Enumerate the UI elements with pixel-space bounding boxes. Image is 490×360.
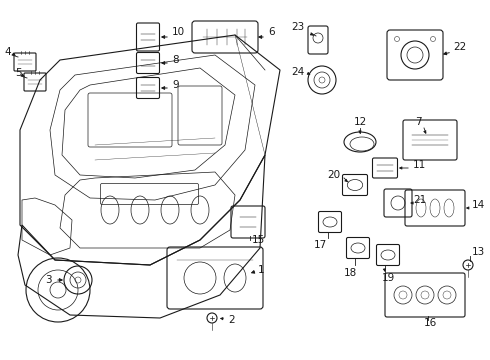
Text: 24: 24: [292, 67, 305, 77]
Text: 14: 14: [472, 200, 485, 210]
Text: 17: 17: [314, 240, 327, 250]
Text: 21: 21: [413, 195, 426, 205]
Text: 6: 6: [268, 27, 274, 37]
Text: 13: 13: [472, 247, 485, 257]
Text: 22: 22: [453, 42, 466, 52]
Text: 9: 9: [172, 80, 179, 90]
Text: 16: 16: [423, 318, 437, 328]
Text: 5: 5: [15, 68, 21, 78]
Text: 15: 15: [251, 235, 265, 245]
Text: 1: 1: [258, 265, 265, 275]
Text: 12: 12: [353, 117, 367, 127]
Text: 3: 3: [46, 275, 52, 285]
Text: 19: 19: [382, 273, 395, 283]
Text: 7: 7: [415, 117, 421, 127]
Text: 8: 8: [172, 55, 179, 65]
Text: 4: 4: [5, 47, 11, 57]
Text: 11: 11: [413, 160, 426, 170]
Text: 10: 10: [172, 27, 185, 37]
Text: 2: 2: [228, 315, 235, 325]
Text: 20: 20: [327, 170, 340, 180]
Text: 23: 23: [292, 22, 305, 32]
Text: 18: 18: [343, 268, 357, 278]
